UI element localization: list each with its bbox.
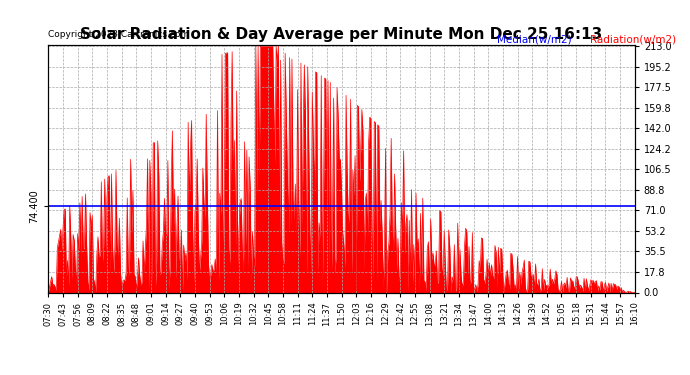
Title: Solar Radiation & Day Average per Minute Mon Dec 25 16:13: Solar Radiation & Day Average per Minute… [81,27,602,42]
Text: Copyright 2023 Cartronics.com: Copyright 2023 Cartronics.com [48,30,190,39]
Text: Radiation(w/m2): Radiation(w/m2) [590,34,676,44]
Text: Median(w/m2): Median(w/m2) [497,34,571,44]
